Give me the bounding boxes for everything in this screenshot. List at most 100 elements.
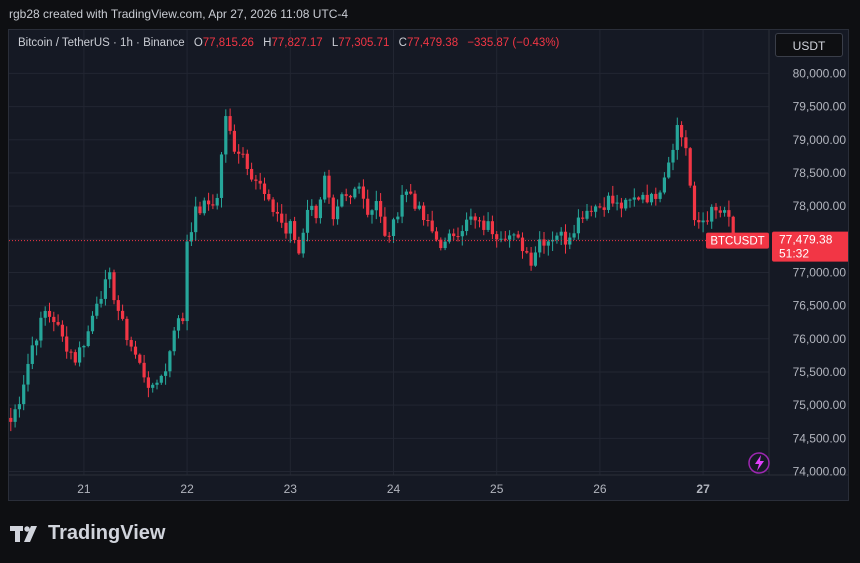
candle-body (26, 363, 30, 385)
candle-body (490, 221, 494, 235)
y-tick-label: 74,000.00 (793, 465, 847, 479)
candle-body (434, 231, 439, 240)
candle-body (90, 315, 95, 332)
ohlc-legend: Bitcoin / TetherUS · 1h · Binance O77,81… (18, 37, 559, 49)
x-tick-label: 26 (593, 482, 607, 496)
candle-body (718, 210, 722, 213)
y-tick-label: 80,000.00 (793, 66, 847, 80)
candle-body (129, 340, 133, 347)
candle-body (293, 221, 297, 240)
candle-body (667, 162, 671, 178)
candle-body (194, 206, 198, 233)
candle-body (151, 384, 155, 388)
candle-body (563, 231, 568, 245)
candle-body (318, 199, 322, 219)
candle-body (542, 239, 546, 246)
candle-body (383, 216, 387, 236)
candle-body (172, 330, 176, 352)
candle-body (336, 206, 340, 220)
candle-body (439, 239, 443, 249)
candle-body (477, 220, 482, 222)
candle-body (602, 207, 606, 210)
high-label: H (263, 37, 272, 49)
candle-body (224, 116, 228, 155)
candle-body (628, 199, 632, 201)
candle-body (701, 220, 705, 223)
candle-body (482, 220, 486, 230)
candle-body (13, 409, 17, 422)
candle-body (469, 216, 473, 220)
candle-body (65, 336, 69, 352)
brand-name: TradingView (48, 522, 166, 544)
candle-body (232, 130, 236, 152)
candle-body (503, 238, 507, 240)
candle-body (155, 382, 159, 385)
candle-body (305, 209, 310, 233)
candle-body (353, 188, 357, 198)
y-tick-label: 78,000.00 (793, 199, 847, 213)
candle-body (297, 239, 301, 254)
open-value: 77,815.26 (202, 37, 254, 49)
candle-body (17, 404, 21, 410)
candle-body (215, 197, 219, 206)
candle-body (237, 151, 241, 154)
candle-body (35, 340, 39, 346)
candle-body (714, 206, 718, 211)
candle-body (258, 180, 262, 184)
y-tick-label: 75,000.00 (793, 398, 847, 412)
candle-body (271, 199, 275, 212)
lightning-icon (748, 452, 770, 474)
y-tick-label: 78,500.00 (793, 166, 847, 180)
candle-body (520, 237, 525, 252)
candle-body (619, 202, 623, 209)
candle-body (589, 210, 593, 212)
candle-body (340, 194, 344, 207)
x-tick-label: 23 (284, 482, 298, 496)
candle-body (413, 193, 417, 209)
candlestick-chart[interactable]: 80,000.00 79,500.00 79,000.00 78,500.00 78,0… (9, 30, 849, 501)
candle-body (598, 206, 602, 208)
candle-body (581, 217, 585, 219)
candle-body (56, 322, 60, 325)
y-tick-label: 79,500.00 (793, 100, 847, 114)
candle-body (250, 168, 254, 180)
candle-body (426, 220, 430, 222)
candle-body (692, 185, 697, 221)
candle-body (443, 241, 447, 249)
candle-body (508, 235, 512, 240)
candle-body (512, 234, 516, 236)
candle-body (99, 298, 103, 304)
tradingview-logo-icon (10, 525, 37, 542)
candle-body (146, 377, 150, 388)
candle-body (344, 194, 348, 196)
high-value: 77,827.17 (271, 37, 323, 49)
candle-body (95, 303, 99, 316)
candle-body (121, 310, 125, 319)
candle-body (688, 148, 692, 186)
candle-body (275, 211, 279, 214)
candle-body (452, 233, 456, 237)
tradingview-logo[interactable]: TradingView (10, 522, 165, 545)
candle-body (314, 205, 318, 219)
candle-body (662, 177, 666, 193)
candle-body (60, 324, 64, 337)
x-tick-label: 25 (490, 482, 504, 496)
candle-body (585, 210, 589, 219)
candle-body (516, 234, 520, 238)
candle-body (727, 210, 731, 217)
candle-body (189, 232, 193, 242)
candle-body (533, 252, 537, 266)
candle-body (430, 220, 434, 232)
candle-body (164, 371, 168, 376)
symbol-title: Bitcoin / TetherUS · 1h · Binance (18, 37, 185, 49)
open-label: O (193, 37, 203, 49)
candle-body (30, 345, 34, 364)
candle-body (641, 194, 645, 200)
candle-body (404, 191, 408, 195)
close-value: 77,479.38 (406, 37, 459, 49)
candle-body (447, 233, 451, 242)
chart-panel[interactable]: 80,000.00 79,500.00 79,000.00 78,500.00 78,0… (8, 29, 849, 501)
currency-button[interactable]: USDT (775, 33, 843, 57)
candle-body (649, 193, 654, 203)
candle-body (47, 310, 52, 317)
